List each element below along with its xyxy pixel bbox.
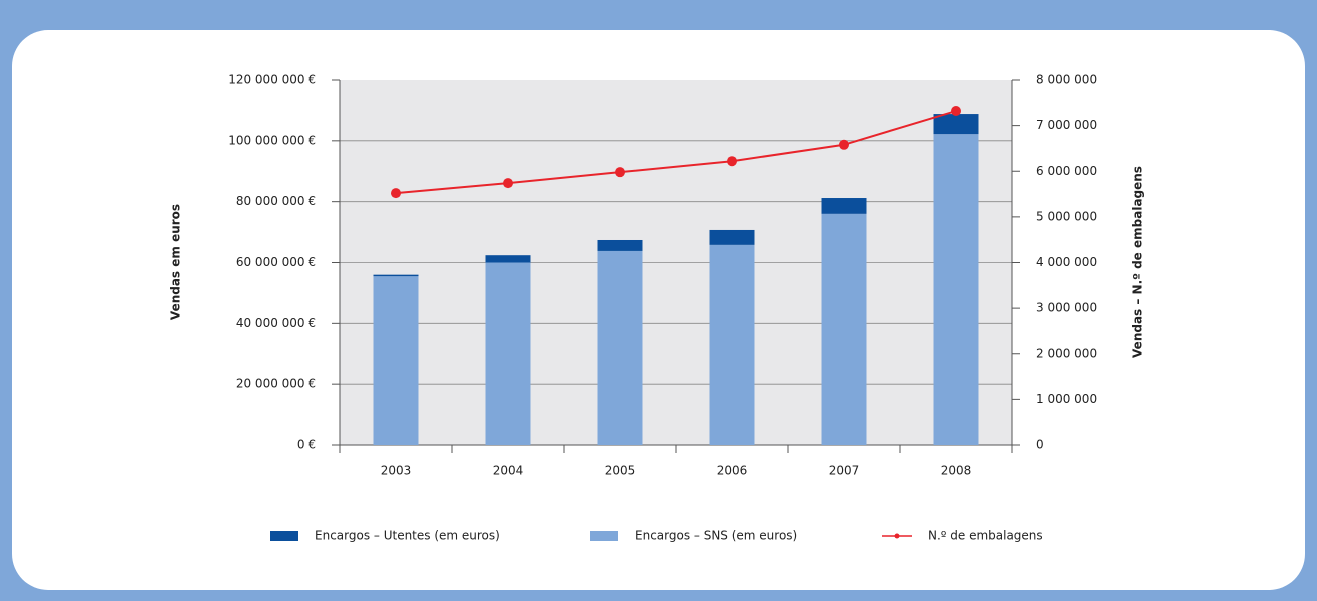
bar <box>373 276 419 445</box>
y-tick-label: 120 000 000 € <box>228 73 316 87</box>
y2-tick-label: 3 000 000 <box>1036 301 1097 315</box>
legend-label: N.º de embalagens <box>928 529 1043 543</box>
bar <box>485 255 531 263</box>
y-tick-label: 100 000 000 € <box>228 133 316 147</box>
line-marker <box>503 178 513 189</box>
y-tick-label: 0 € <box>297 438 316 452</box>
x-tick-label: 2007 <box>829 464 860 478</box>
y2-axis-label: Vendas – N.º de embalagens <box>1131 166 1145 358</box>
legend-label: Encargos – SNS (em euros) <box>635 529 797 543</box>
bar <box>709 229 755 245</box>
x-tick-label: 2005 <box>605 464 636 478</box>
y-tick-label: 60 000 000 € <box>236 255 316 269</box>
x-tick-label: 2004 <box>493 464 524 478</box>
line-marker <box>615 167 625 178</box>
x-tick-label: 2003 <box>381 464 412 478</box>
y-axis-label: Vendas em euros <box>169 204 183 320</box>
x-tick-label: 2008 <box>941 464 972 478</box>
bar <box>485 262 531 445</box>
legend-swatch <box>270 531 298 541</box>
line-marker <box>951 106 961 117</box>
y-tick-label: 40 000 000 € <box>236 316 316 330</box>
legend-swatch <box>590 531 618 541</box>
y2-tick-label: 5 000 000 <box>1036 209 1097 223</box>
legend-marker <box>894 533 900 539</box>
x-tick-label: 2006 <box>717 464 748 478</box>
y2-tick-label: 2 000 000 <box>1036 346 1097 360</box>
line-marker <box>391 188 401 199</box>
y2-tick-label: 1 000 000 <box>1036 392 1097 406</box>
line-marker <box>839 139 849 150</box>
line-marker <box>727 156 737 167</box>
bar <box>821 198 867 214</box>
bar <box>933 114 979 135</box>
bar <box>597 239 643 251</box>
y-tick-label: 80 000 000 € <box>236 194 316 208</box>
y2-tick-label: 7 000 000 <box>1036 118 1097 132</box>
y2-tick-label: 8 000 000 <box>1036 73 1097 87</box>
y-tick-label: 20 000 000 € <box>236 377 316 391</box>
y2-tick-label: 6 000 000 <box>1036 164 1097 178</box>
legend-label: Encargos – Utentes (em euros) <box>315 529 500 543</box>
y2-tick-label: 0 <box>1036 438 1044 452</box>
bar <box>373 274 419 277</box>
y2-tick-label: 4 000 000 <box>1036 255 1097 269</box>
bar <box>821 213 867 445</box>
bar <box>933 134 979 445</box>
bar <box>597 250 643 445</box>
line <box>395 110 957 195</box>
bar <box>709 244 755 445</box>
